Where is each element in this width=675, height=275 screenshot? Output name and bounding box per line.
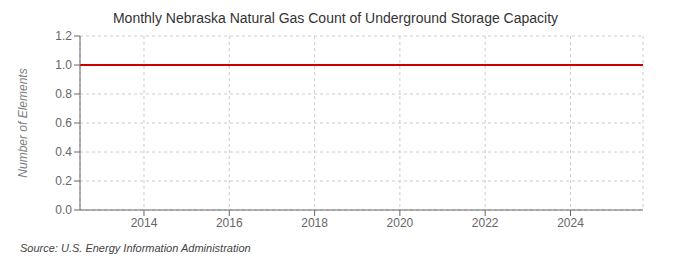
svg-text:0.8: 0.8 bbox=[55, 87, 72, 101]
svg-text:2018: 2018 bbox=[301, 216, 328, 230]
html-text:Monthly Nebraska Natural Gas C: Monthly Nebraska Natural Gas Count of Un… bbox=[112, 10, 559, 26]
svg-text:1.0: 1.0 bbox=[55, 58, 72, 72]
svg-text:1.2: 1.2 bbox=[55, 29, 72, 43]
svg-text:2022: 2022 bbox=[472, 216, 499, 230]
svg-text:2020: 2020 bbox=[387, 216, 414, 230]
svg-text:0.2: 0.2 bbox=[55, 174, 72, 188]
svg-text:0.4: 0.4 bbox=[55, 145, 72, 159]
html-text:Source: U.S. Energy Informatio: Source: U.S. Energy Information Administ… bbox=[20, 242, 251, 254]
svg-text:2014: 2014 bbox=[131, 216, 158, 230]
svg-text:2016: 2016 bbox=[216, 216, 243, 230]
svg-text:0.0: 0.0 bbox=[55, 203, 72, 217]
svg-text:2024: 2024 bbox=[557, 216, 584, 230]
svg-text:0.6: 0.6 bbox=[55, 116, 72, 130]
svg-text:Number of Elements: Number of Elements bbox=[16, 68, 30, 177]
